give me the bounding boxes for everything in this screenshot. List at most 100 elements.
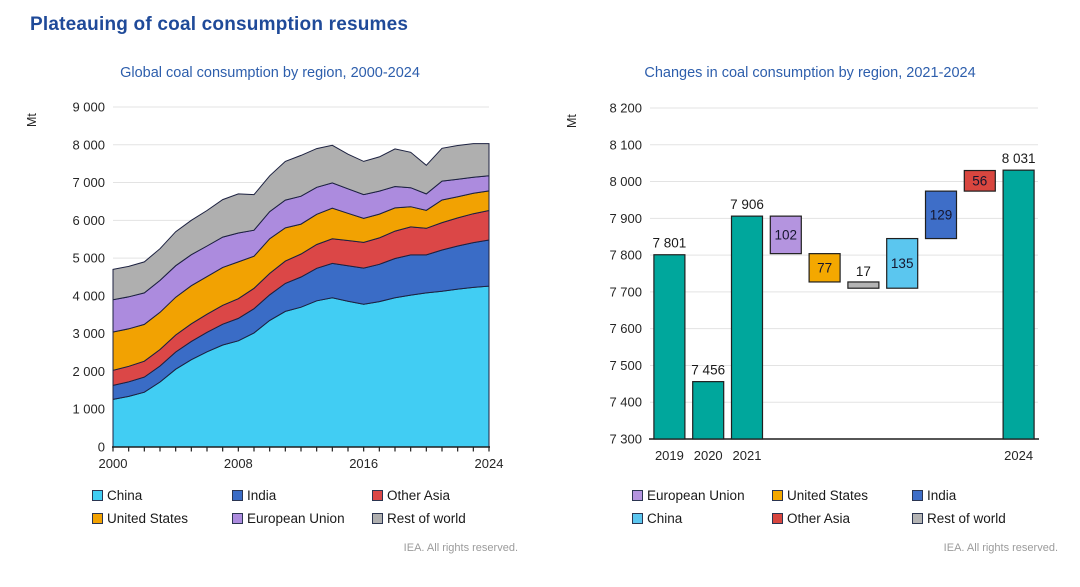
legend-item-united-states: United States	[772, 488, 912, 503]
legend-swatch-icon	[92, 513, 103, 524]
legend-item-united-states: United States	[92, 511, 232, 526]
legend-swatch-icon	[772, 490, 783, 501]
area-chart-legend: China India Other Asia United States Europea…	[92, 488, 540, 526]
legend-label: Other Asia	[787, 511, 851, 526]
legend-item-china: China	[92, 488, 232, 503]
y-tick-label: 7 600	[609, 321, 642, 336]
legend-label: India	[247, 488, 277, 503]
waterfall-bar-rest-of-world	[847, 281, 880, 289]
y-tick-label: 7 300	[609, 432, 642, 447]
x-tick-label: 2024	[475, 456, 504, 471]
y-tick-label: 8 200	[609, 101, 642, 116]
y-tick-label: 5 000	[72, 251, 105, 266]
y-tick-label: 9 000	[72, 100, 105, 115]
area-chart: 0 1 000 2 000 3 000 4 000 5 000 6 000 7 000 8 00…	[25, 100, 504, 472]
legend-label: Rest of world	[927, 511, 1006, 526]
legend-label: China	[107, 488, 143, 503]
legend-label: Other Asia	[387, 488, 451, 503]
legend-label: China	[647, 511, 683, 526]
bar-value-label: 135	[891, 256, 914, 271]
legend-label: European Union	[247, 511, 345, 526]
chart-panel-waterfall: Changes in coal consumption by region, 2…	[540, 60, 1080, 554]
area-chart-title: Global coal consumption by region, 2000-…	[120, 65, 420, 81]
y-tick-label: 3 000	[72, 326, 105, 341]
bar-value-label: 102	[775, 228, 798, 243]
legend-label: India	[927, 488, 957, 503]
y-tick-label: 7 400	[609, 395, 642, 410]
legend-swatch-icon	[232, 490, 243, 501]
y-tick-label: 1 000	[72, 402, 105, 417]
x-tick-label: 2019	[655, 448, 684, 463]
bar-value-label: 7 906	[730, 197, 764, 212]
y-tick-label: 0	[98, 440, 105, 455]
page-title: Plateauing of coal consumption resumes	[30, 14, 409, 35]
waterfall-chart: 7 300 7 400 7 500 7 600 7 700 7 800 7 900 8 000…	[565, 101, 1039, 463]
legend-swatch-icon	[912, 490, 923, 501]
waterfall-bar-2024	[1002, 169, 1035, 440]
x-tick-label: 2016	[349, 456, 378, 471]
waterfall-bar-2020	[692, 381, 725, 440]
y-tick-label: 7 000	[72, 175, 105, 190]
legend-label: Rest of world	[387, 511, 466, 526]
x-tick-label: 2024	[1004, 448, 1033, 463]
legend-label: United States	[787, 488, 869, 503]
bar-value-label: 8 031	[1002, 151, 1036, 166]
y-tick-label: 7 900	[609, 211, 642, 226]
waterfall-bar-2021	[730, 215, 764, 440]
x-tick-label: 2000	[99, 456, 128, 471]
y-axis-unit-label: Mt	[565, 114, 579, 128]
legend-item-india: India	[232, 488, 372, 503]
legend-item-rest-of-world: Rest of world	[372, 511, 540, 526]
legend-swatch-icon	[772, 513, 783, 524]
bar-value-label: 17	[856, 264, 871, 279]
bar-value-label: 77	[817, 261, 832, 276]
legend-label: European Union	[647, 488, 745, 503]
iea-copyright-left: IEA. All rights reserved.	[403, 542, 518, 554]
waterfall-bar-other-asia	[963, 169, 996, 192]
y-tick-label: 4 000	[72, 288, 105, 303]
y-tick-label: 8 000	[72, 137, 105, 152]
waterfall-chart-legend: European Union United States India China Oth…	[632, 488, 1080, 526]
x-tick-label: 2021	[733, 448, 762, 463]
area-band-rest-of-world	[112, 143, 490, 301]
waterfall-bar-china	[886, 237, 919, 289]
legend-item-rest-of-world: Rest of world	[912, 511, 1080, 526]
y-tick-label: 8 100	[609, 137, 642, 152]
waterfall-bar-india	[924, 190, 958, 240]
legend-swatch-icon	[372, 513, 383, 524]
y-tick-label: 6 000	[72, 213, 105, 228]
legend-item-other-asia: Other Asia	[772, 511, 912, 526]
waterfall-bar-european-union	[769, 215, 802, 255]
charts-row: Global coal consumption by region, 2000-…	[0, 60, 1080, 554]
y-axis-unit-label: Mt	[25, 113, 39, 127]
legend-swatch-icon	[632, 513, 643, 524]
bar-value-label: 129	[930, 208, 953, 223]
waterfall-bar-united-states	[808, 253, 841, 283]
chart-panel-area: Global coal consumption by region, 2000-…	[0, 60, 540, 554]
bar-value-label: 56	[972, 174, 987, 189]
legend-item-european-union: European Union	[232, 511, 372, 526]
legend-swatch-icon	[372, 490, 383, 501]
bar-value-label: 7 801	[653, 236, 687, 251]
legend-swatch-icon	[232, 513, 243, 524]
waterfall-bar-2019	[653, 254, 686, 440]
iea-copyright-right: IEA. All rights reserved.	[943, 542, 1058, 554]
x-tick-label: 2008	[224, 456, 253, 471]
y-tick-label: 2 000	[72, 364, 105, 379]
legend-item-india: India	[912, 488, 1080, 503]
x-tick-label: 2020	[694, 448, 723, 463]
legend-swatch-icon	[912, 513, 923, 524]
legend-label: United States	[107, 511, 189, 526]
waterfall-chart-title: Changes in coal consumption by region, 2…	[644, 65, 976, 81]
legend-swatch-icon	[632, 490, 643, 501]
legend-swatch-icon	[92, 490, 103, 501]
legend-item-china: China	[632, 511, 772, 526]
y-tick-label: 7 800	[609, 248, 642, 263]
legend-item-european-union: European Union	[632, 488, 772, 503]
y-tick-label: 7 700	[609, 284, 642, 299]
y-tick-label: 8 000	[609, 174, 642, 189]
y-tick-label: 7 500	[609, 358, 642, 373]
legend-item-other-asia: Other Asia	[372, 488, 540, 503]
bar-value-label: 7 456	[691, 363, 725, 378]
